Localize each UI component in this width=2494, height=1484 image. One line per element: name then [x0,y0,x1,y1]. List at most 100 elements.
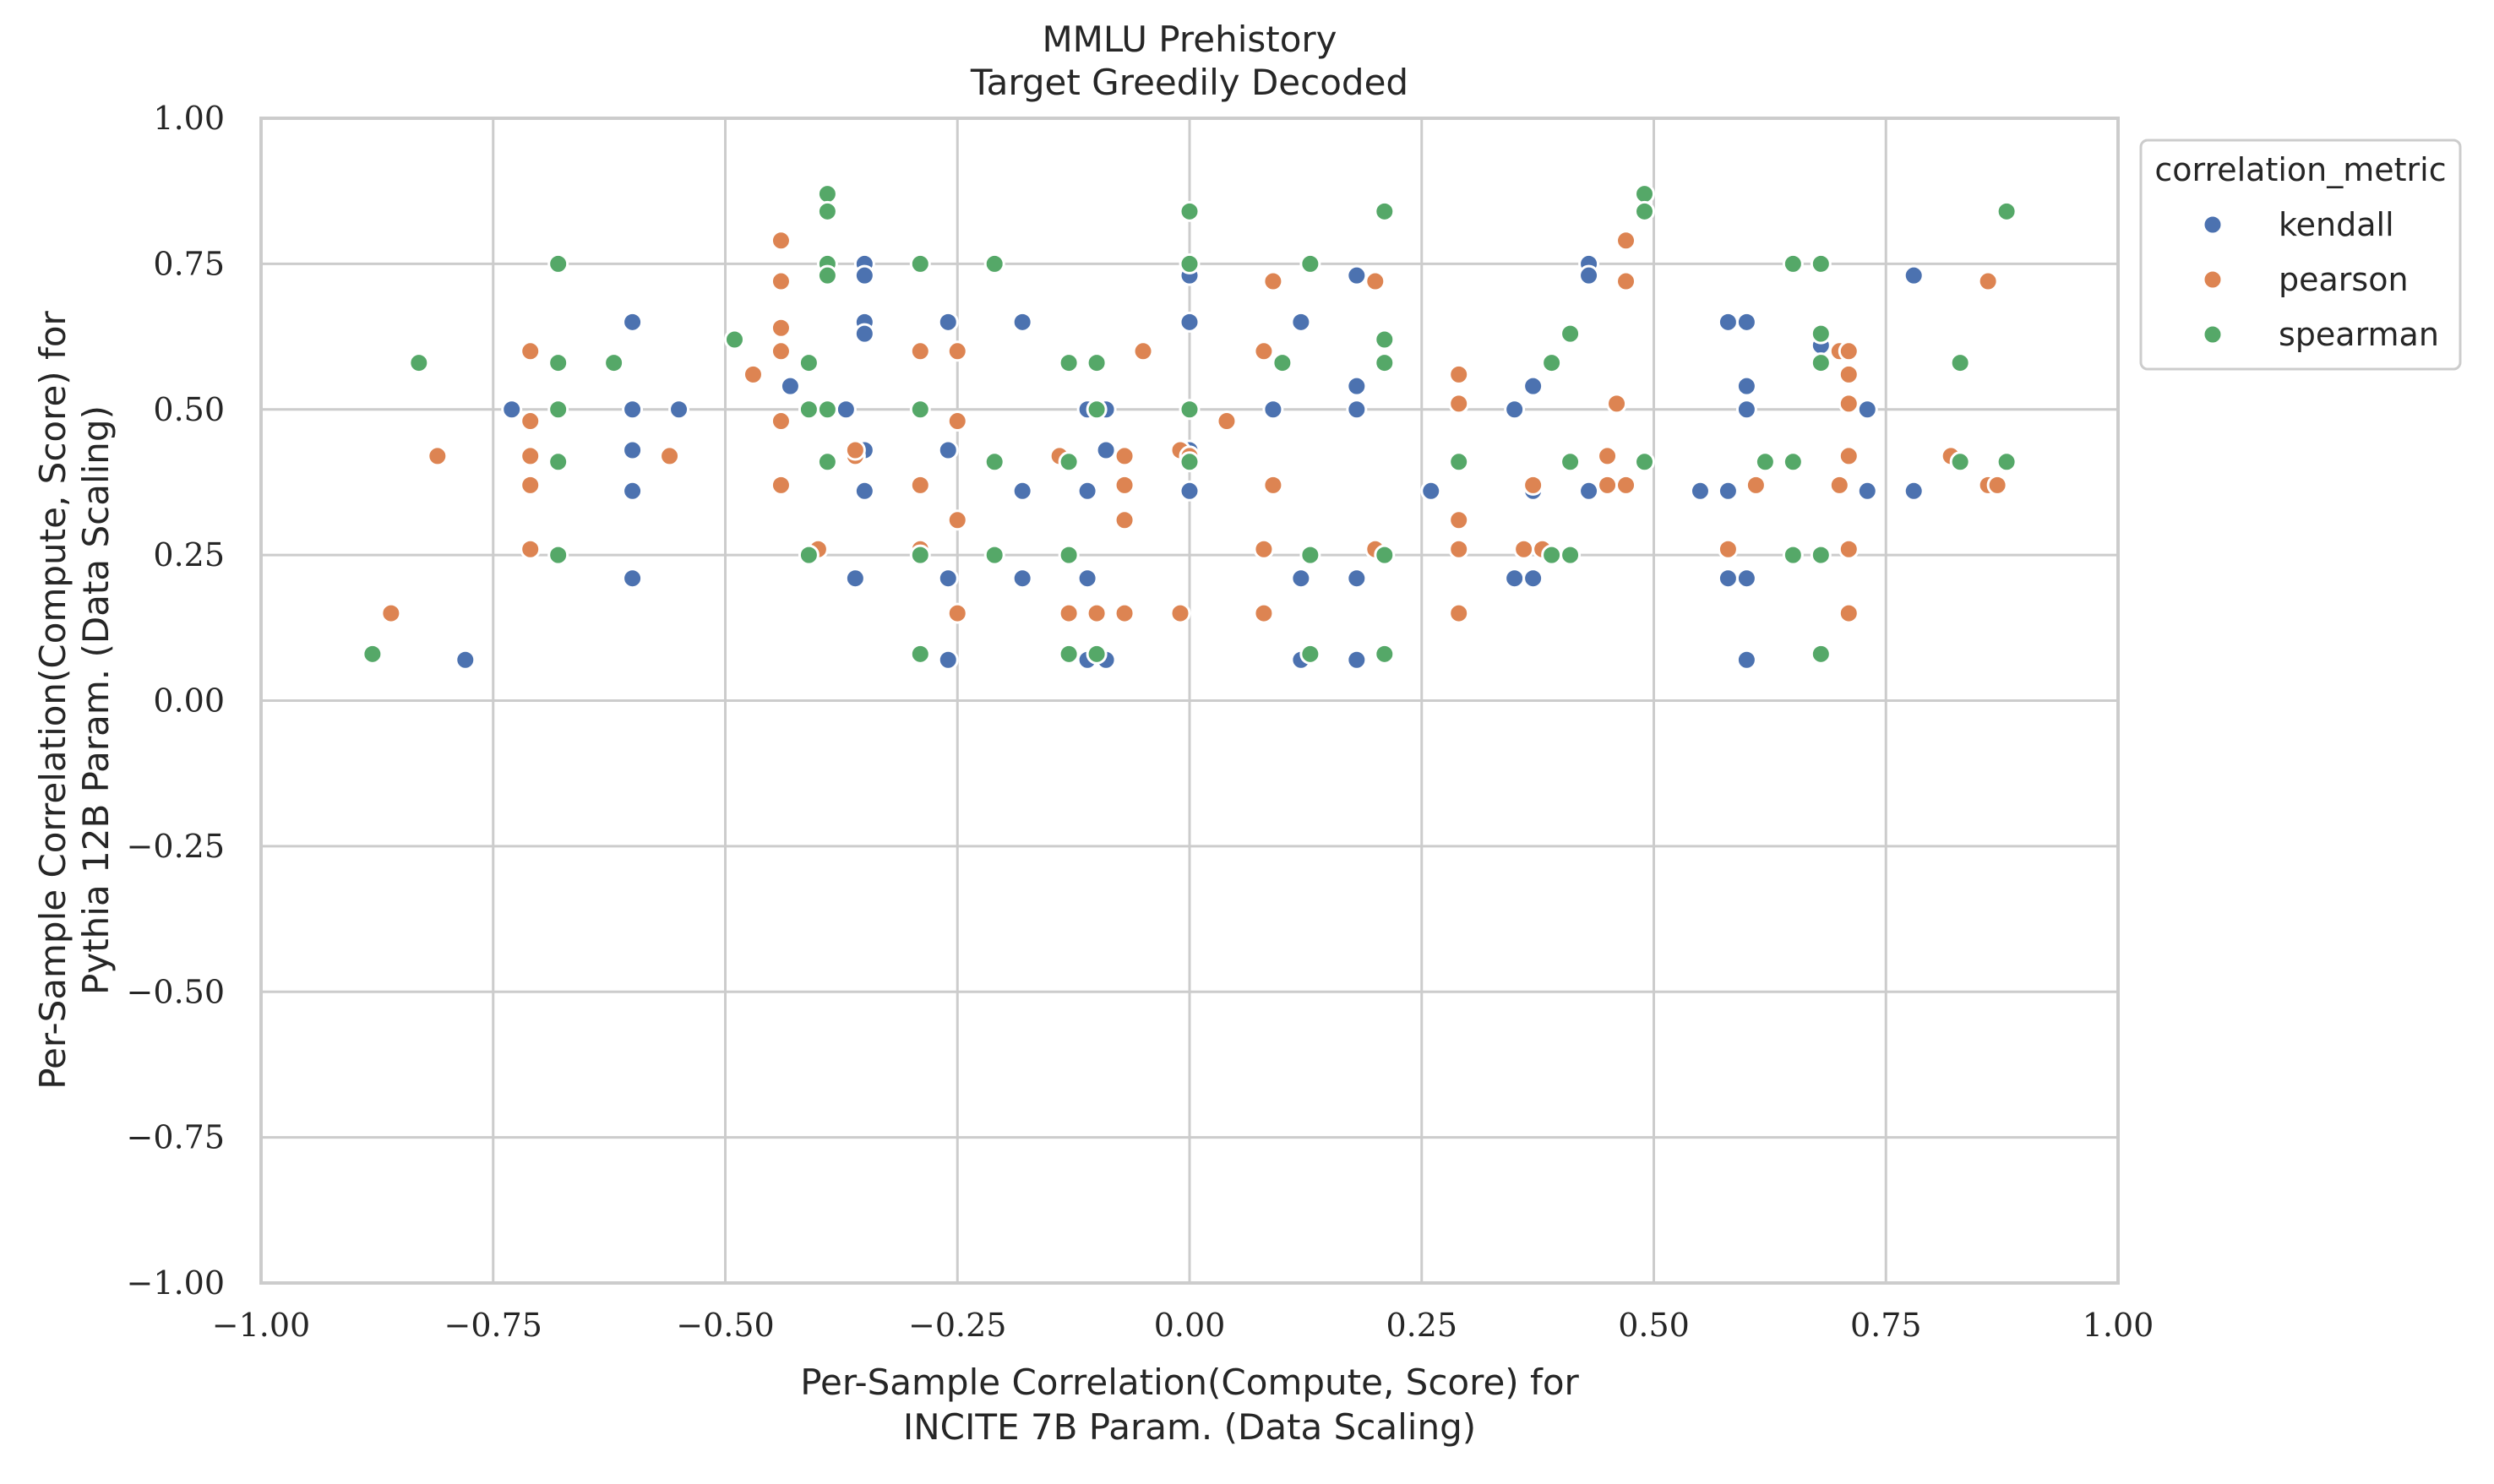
data-point-kendall [1856,480,1878,502]
data-point-pearson [1216,410,1238,432]
data-point-kendall [1290,568,1312,590]
data-point-pearson [770,230,792,252]
data-point-pearson [1838,445,1860,467]
data-point-kendall [844,568,866,590]
data-point-spearman [1541,352,1563,374]
data-point-pearson [1615,270,1637,292]
data-point-spearman [1058,352,1080,374]
y-tick-label: 0.25 [153,536,225,573]
data-point-kendall [1504,399,1526,421]
data-point-spearman [1299,643,1321,665]
data-points [362,183,2018,671]
data-point-kendall [1717,311,1739,333]
legend-label-spearman: spearman [2279,316,2439,353]
legend-title: correlation_metric [2154,151,2446,188]
data-point-spearman [816,451,838,473]
data-point-pearson [1086,602,1108,624]
data-point-kendall [1346,264,1368,286]
data-point-pearson [770,340,792,362]
data-point-spearman [909,399,931,421]
data-point-kendall [668,399,690,421]
data-point-spearman [547,451,569,473]
data-point-pearson [770,317,792,339]
data-point-kendall [1578,264,1600,286]
data-point-pearson [1114,602,1135,624]
data-point-kendall [1262,399,1284,421]
data-point-spearman [1949,451,1971,473]
data-point-kendall [1504,568,1526,590]
x-tick-label: 0.25 [1386,1307,1457,1344]
data-point-spearman [547,544,569,566]
series-spearman [362,183,2018,665]
data-point-pearson [1513,538,1535,560]
data-point-spearman [1374,643,1396,665]
data-point-spearman [1058,544,1080,566]
data-point-spearman [1374,352,1396,374]
data-point-spearman [816,264,838,286]
data-point-kendall [1290,311,1312,333]
data-point-spearman [1179,253,1201,275]
data-point-spearman [798,399,820,421]
data-point-pearson [1132,340,1154,362]
data-point-kendall [1689,480,1711,502]
data-point-pearson [1114,474,1135,496]
data-point-spearman [1086,643,1108,665]
legend-marker-spearman [2202,323,2224,345]
data-point-kendall [622,439,644,461]
data-point-spearman [1634,451,1656,473]
data-point-pearson [1838,602,1860,624]
data-point-spearman [1299,253,1321,275]
data-point-spearman [547,253,569,275]
data-point-kendall [501,399,523,421]
data-point-spearman [983,253,1005,275]
data-point-spearman [1560,451,1582,473]
data-point-spearman [1058,643,1080,665]
y-axis-label-line2: Pythia 12B Param. (Data Scaling) [75,405,117,995]
data-point-spearman [1179,451,1201,473]
data-point-kendall [1735,375,1757,397]
data-point-kendall [937,649,959,671]
y-tick-label: −0.75 [127,1119,225,1156]
data-point-kendall [1346,375,1368,397]
data-point-pearson [1986,474,2008,496]
data-point-pearson [770,474,792,496]
data-point-pearson [946,509,968,531]
data-point-kendall [1095,439,1117,461]
data-point-kendall [1346,649,1368,671]
data-point-pearson [1114,445,1135,467]
legend-label-kendall: kendall [2279,206,2394,243]
plot-frame [259,117,2120,1285]
data-point-spearman [1810,544,1832,566]
data-point-pearson [1448,538,1470,560]
legend: correlation_metric kendall pearson spearma… [2139,139,2462,371]
data-point-pearson [1114,509,1135,531]
data-point-pearson [1615,474,1637,496]
data-point-kendall [1522,568,1544,590]
data-point-kendall [779,375,801,397]
y-tick-label: −0.25 [127,828,225,865]
data-point-pearson [1448,393,1470,415]
data-point-kendall [1420,480,1442,502]
data-point-spearman [1810,253,1832,275]
data-point-spearman [1299,544,1321,566]
y-tick-label: 1.00 [153,100,225,137]
data-point-spearman [1179,399,1201,421]
data-point-spearman [362,643,384,665]
data-point-kendall [1011,311,1033,333]
data-point-pearson [1522,474,1544,496]
data-point-spearman [1810,352,1832,374]
data-point-kendall [937,568,959,590]
chart-title: MMLU Prehistory [1042,19,1337,60]
data-point-pearson [1838,393,1860,415]
data-point-spearman [798,544,820,566]
data-point-pearson [770,270,792,292]
data-point-pearson [1262,474,1284,496]
data-point-pearson [1606,393,1628,415]
data-point-pearson [1745,474,1767,496]
legend-label-pearson: pearson [2279,261,2409,298]
y-axis-label-line1: Per-Sample Correlation(Compute, Score) f… [32,310,74,1089]
data-point-spearman [1541,544,1563,566]
data-point-spearman [1272,352,1293,374]
